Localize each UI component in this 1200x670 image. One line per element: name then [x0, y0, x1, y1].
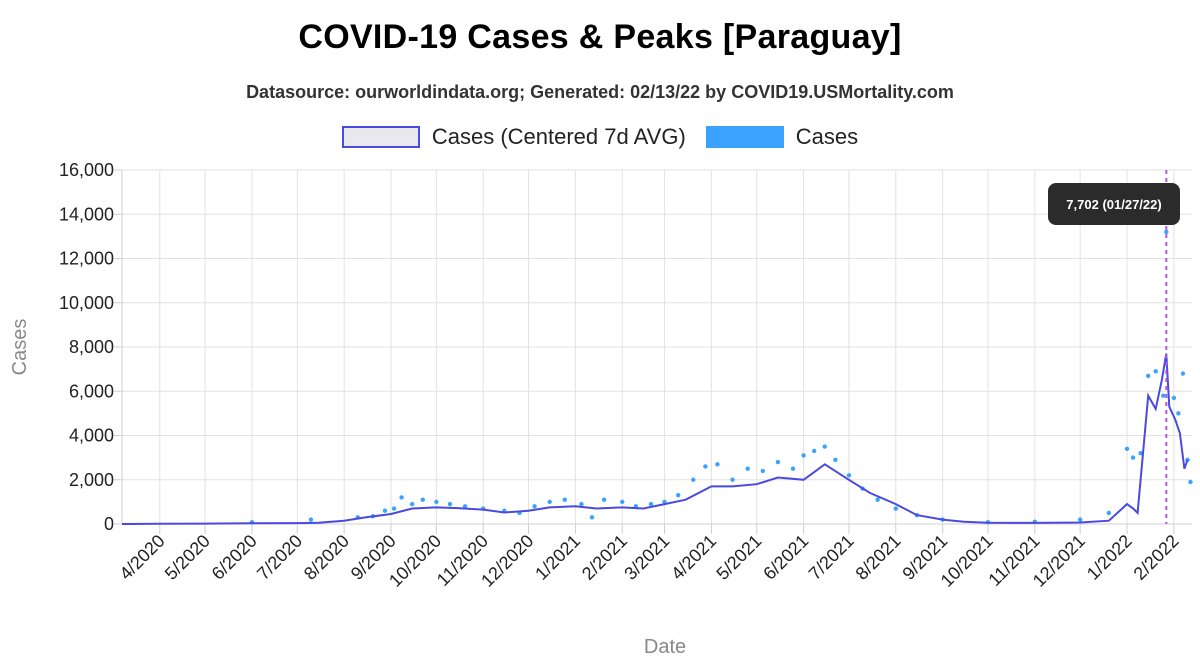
cases-point — [790, 466, 796, 471]
x-tick-label: 1/2021 — [531, 531, 584, 584]
y-tick-label: 12,000 — [59, 249, 114, 269]
cases-point — [601, 497, 607, 502]
cases-point — [589, 515, 595, 520]
cases-point — [620, 499, 625, 505]
x-tick-label: 1/2022 — [1083, 531, 1136, 584]
cases-point — [1171, 395, 1177, 401]
x-tick-label: 7/2021 — [805, 531, 858, 584]
cases-point — [434, 499, 439, 505]
chart-subtitle: Datasource: ourworldindata.org; Generate… — [246, 82, 954, 102]
x-tick-label: 5/2020 — [161, 531, 214, 584]
cases-point — [822, 444, 827, 449]
cases-point — [846, 473, 852, 478]
cases-point — [1124, 446, 1130, 451]
y-axis-title: Cases — [9, 319, 31, 376]
y-tick-label: 6,000 — [69, 381, 114, 401]
legend-swatch-avg — [341, 126, 420, 148]
y-tick-label: 2,000 — [69, 470, 114, 490]
cases-point — [1188, 479, 1193, 485]
cases-point — [833, 457, 838, 463]
cases-point — [811, 448, 817, 454]
cases-point — [391, 506, 397, 511]
y-tick-label: 0 — [104, 514, 114, 534]
y-tick-label: 14,000 — [59, 204, 114, 224]
cases-point — [703, 464, 708, 469]
cases-point — [801, 453, 806, 458]
cases-point — [1138, 451, 1143, 456]
x-tick-label: 5/2021 — [712, 531, 765, 584]
cases-point — [675, 493, 681, 498]
cases-point — [579, 501, 584, 507]
cases-point — [447, 501, 453, 507]
legend-item-cases[interactable]: Cases — [705, 124, 859, 150]
cases-point — [1106, 510, 1112, 516]
y-tick-label: 16,000 — [59, 160, 114, 180]
legend: Cases (Centered 7d AVG) Cases — [0, 124, 1200, 150]
legend-item-avg[interactable]: Cases (Centered 7d AVG) — [341, 124, 686, 150]
cases-point — [745, 466, 750, 471]
legend-label-cases: Cases — [795, 124, 859, 149]
cases-point — [875, 497, 880, 502]
x-tick-label: 3/2021 — [620, 531, 673, 584]
x-tick-label: 7/2020 — [253, 531, 306, 584]
cases-point — [760, 468, 765, 474]
cases-point — [1164, 229, 1169, 235]
cases-point — [1130, 455, 1136, 460]
x-tick-label: 4/2021 — [667, 531, 720, 584]
x-axis-title: Date — [644, 636, 686, 658]
y-tick-label: 10,000 — [59, 293, 114, 313]
x-tick-label: 8/2020 — [300, 531, 353, 584]
x-tick-label: 2/2022 — [1130, 531, 1183, 584]
cases-point — [1161, 393, 1166, 398]
x-tick-label: 2/2021 — [578, 531, 631, 584]
x-tick-label: 8/2021 — [852, 531, 905, 584]
cases-point — [775, 459, 781, 465]
cases-point — [532, 504, 537, 509]
cases-point — [1145, 373, 1151, 378]
cases-point — [1153, 369, 1158, 374]
cases-point — [420, 497, 425, 502]
x-tick-label: 6/2020 — [208, 531, 261, 584]
cases-point — [462, 504, 468, 509]
cases-point — [382, 508, 388, 513]
cases-point — [715, 462, 720, 467]
x-tick-label: 4/2020 — [116, 531, 169, 584]
cases-point — [1180, 371, 1186, 376]
cases-point — [1176, 411, 1181, 416]
cases-point — [399, 495, 404, 500]
cases-point — [893, 506, 898, 511]
cases-point — [1077, 517, 1083, 522]
cases-point — [562, 497, 568, 502]
cases-point — [308, 517, 314, 522]
y-tick-label: 8,000 — [69, 337, 114, 357]
cases-point — [691, 477, 696, 482]
chart-title: COVID-19 Cases & Peaks [Paraguay] — [298, 18, 902, 56]
peak-tooltip: 7,702 (01/27/22) — [1048, 183, 1180, 225]
cases-point — [547, 499, 552, 505]
legend-label-avg: Cases (Centered 7d AVG) — [431, 124, 686, 149]
avg-line — [121, 353, 1189, 525]
cases-point — [648, 501, 654, 507]
x-tick-label: 6/2021 — [759, 531, 812, 584]
cases-point — [730, 477, 735, 482]
y-tick-label: 4,000 — [69, 426, 114, 446]
cases-point — [409, 501, 415, 507]
legend-swatch-cases — [705, 126, 784, 148]
